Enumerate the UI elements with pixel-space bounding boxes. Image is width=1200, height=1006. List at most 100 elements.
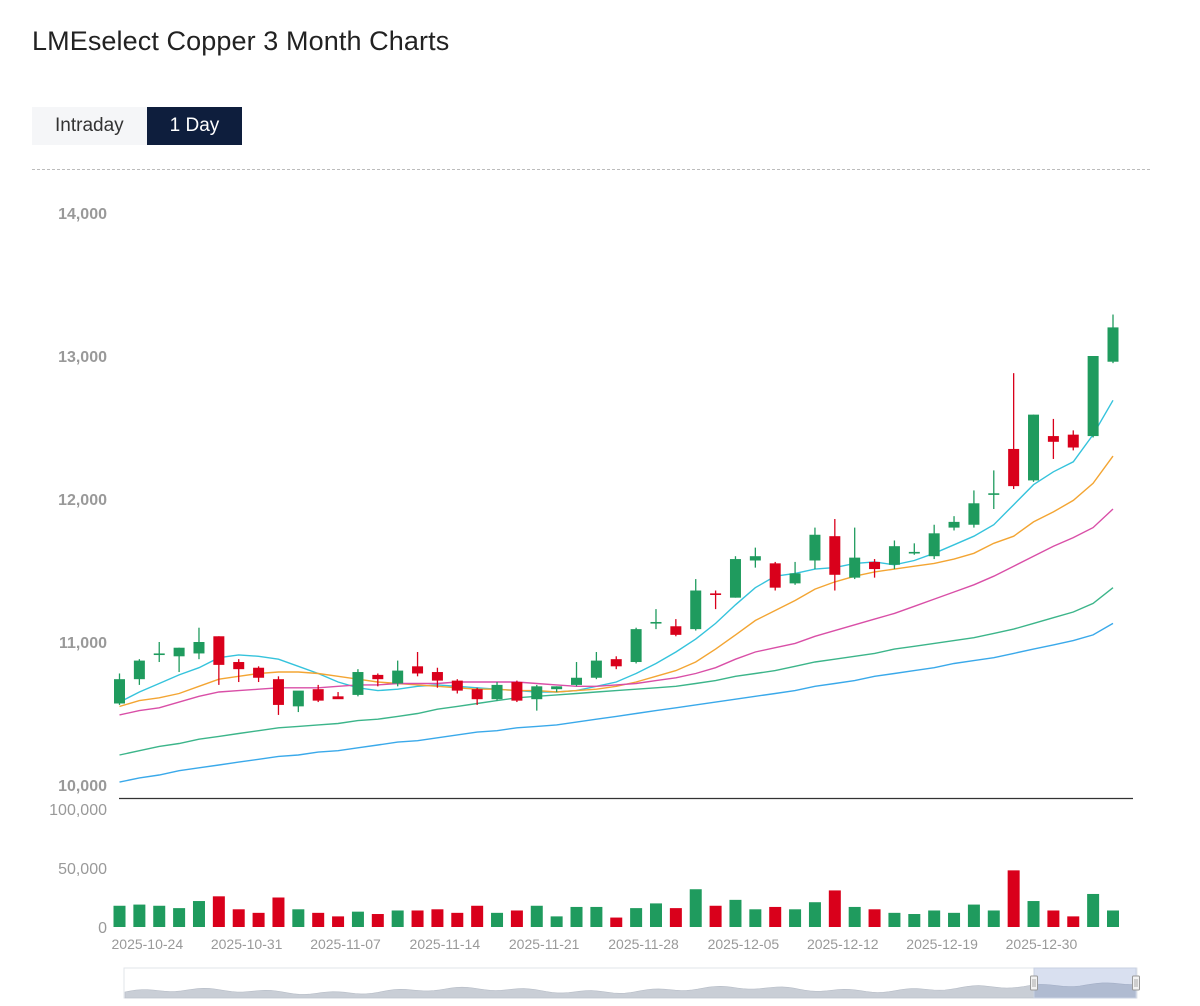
volume-bar xyxy=(1087,893,1100,927)
candle-body xyxy=(233,662,245,670)
candle-body xyxy=(551,686,563,690)
candle xyxy=(849,527,861,580)
price-tick-label: 10,000 xyxy=(58,778,107,795)
volume-bar xyxy=(570,906,583,927)
tab-intraday[interactable]: Intraday xyxy=(32,107,147,145)
candle-body xyxy=(948,521,960,528)
candle xyxy=(869,559,881,578)
candle xyxy=(233,659,245,683)
candle xyxy=(729,556,741,598)
candle-body xyxy=(1087,356,1099,437)
candle-body xyxy=(690,590,702,630)
candle-body xyxy=(451,680,463,691)
candle-body xyxy=(173,647,185,657)
candle-body xyxy=(1028,414,1040,481)
navigator-handle-grip[interactable] xyxy=(1132,975,1140,991)
volume-bar xyxy=(769,906,782,927)
volume-bar xyxy=(1067,916,1080,927)
tab-1-day[interactable]: 1 Day xyxy=(146,107,243,145)
x-tick-label: 2025-11-28 xyxy=(608,936,679,952)
candle-body xyxy=(491,684,503,700)
ma-line-ma-green xyxy=(119,587,1114,756)
volume-bar xyxy=(133,904,146,927)
candle xyxy=(312,684,324,703)
volume-bar xyxy=(153,905,166,927)
candle-body xyxy=(372,674,384,680)
volume-bar xyxy=(610,917,623,927)
candle-body xyxy=(292,690,304,707)
candle xyxy=(133,659,145,685)
volume-bar xyxy=(789,909,802,927)
candle xyxy=(1008,373,1020,489)
candle xyxy=(193,627,205,660)
candle xyxy=(332,692,344,700)
candle xyxy=(928,524,940,560)
candle xyxy=(630,627,642,664)
candle xyxy=(710,590,722,610)
candle-body xyxy=(729,559,741,598)
navigator-handle[interactable] xyxy=(1132,975,1140,991)
navigator-selection[interactable] xyxy=(1033,967,1137,999)
candlesticks xyxy=(114,314,1119,715)
candle-body xyxy=(769,563,781,588)
candle xyxy=(690,579,702,631)
candle-body xyxy=(332,696,344,700)
x-tick-label: 2025-10-31 xyxy=(211,936,283,952)
x-tick-label: 2025-11-21 xyxy=(509,936,580,952)
candle xyxy=(471,687,483,705)
moving-averages xyxy=(119,399,1114,783)
candle xyxy=(610,656,622,670)
volume-bar xyxy=(1107,910,1119,927)
x-tick-label: 2025-12-12 xyxy=(807,936,879,952)
volume-bar xyxy=(967,904,980,927)
range-navigator[interactable] xyxy=(123,967,1140,999)
volume-bar xyxy=(1007,870,1020,927)
volume-tick-label: 50,000 xyxy=(58,861,107,878)
candle-body xyxy=(1107,327,1119,362)
candle-body xyxy=(153,653,165,656)
candle-body xyxy=(114,679,125,704)
ma-line-ma-blue xyxy=(119,622,1114,783)
candle-body xyxy=(650,621,662,624)
navigator-handle[interactable] xyxy=(1030,975,1038,991)
candle-body xyxy=(571,677,583,685)
candle-body xyxy=(749,556,761,561)
ma-line-ma-orange xyxy=(119,455,1114,708)
candle xyxy=(988,470,1000,510)
candle xyxy=(1107,314,1119,364)
candle-body xyxy=(610,659,622,667)
candle-body xyxy=(888,546,900,565)
volume-bar xyxy=(888,912,901,927)
candle xyxy=(789,561,801,585)
candle xyxy=(114,673,125,705)
volume-bar xyxy=(491,912,504,927)
candle-body xyxy=(809,534,821,561)
volume-bar xyxy=(868,909,881,927)
volume-bar xyxy=(411,910,424,927)
candle xyxy=(650,609,662,630)
x-tick-label: 2025-11-14 xyxy=(410,936,481,952)
price-tick-label: 13,000 xyxy=(58,349,107,366)
volume-bar xyxy=(749,909,762,927)
candle xyxy=(431,667,443,688)
volume-bar xyxy=(808,902,821,927)
x-tick-label: 2025-10-24 xyxy=(112,936,184,952)
volume-bar xyxy=(948,912,961,927)
candle-body xyxy=(312,689,324,701)
candle xyxy=(670,619,682,637)
candle xyxy=(829,519,841,591)
candle xyxy=(531,684,543,711)
navigator-handle-grip[interactable] xyxy=(1030,975,1038,991)
volume-bar xyxy=(292,909,305,927)
candle-body xyxy=(511,682,523,701)
candle-body xyxy=(710,593,722,595)
volume-bar xyxy=(252,912,265,927)
volume-bars xyxy=(113,870,1119,927)
volume-bar xyxy=(431,909,444,927)
candle xyxy=(511,680,523,703)
candle xyxy=(173,647,185,673)
candle-body xyxy=(213,636,225,665)
candle xyxy=(1047,418,1059,459)
candle xyxy=(372,673,384,687)
candle-body xyxy=(431,672,443,681)
